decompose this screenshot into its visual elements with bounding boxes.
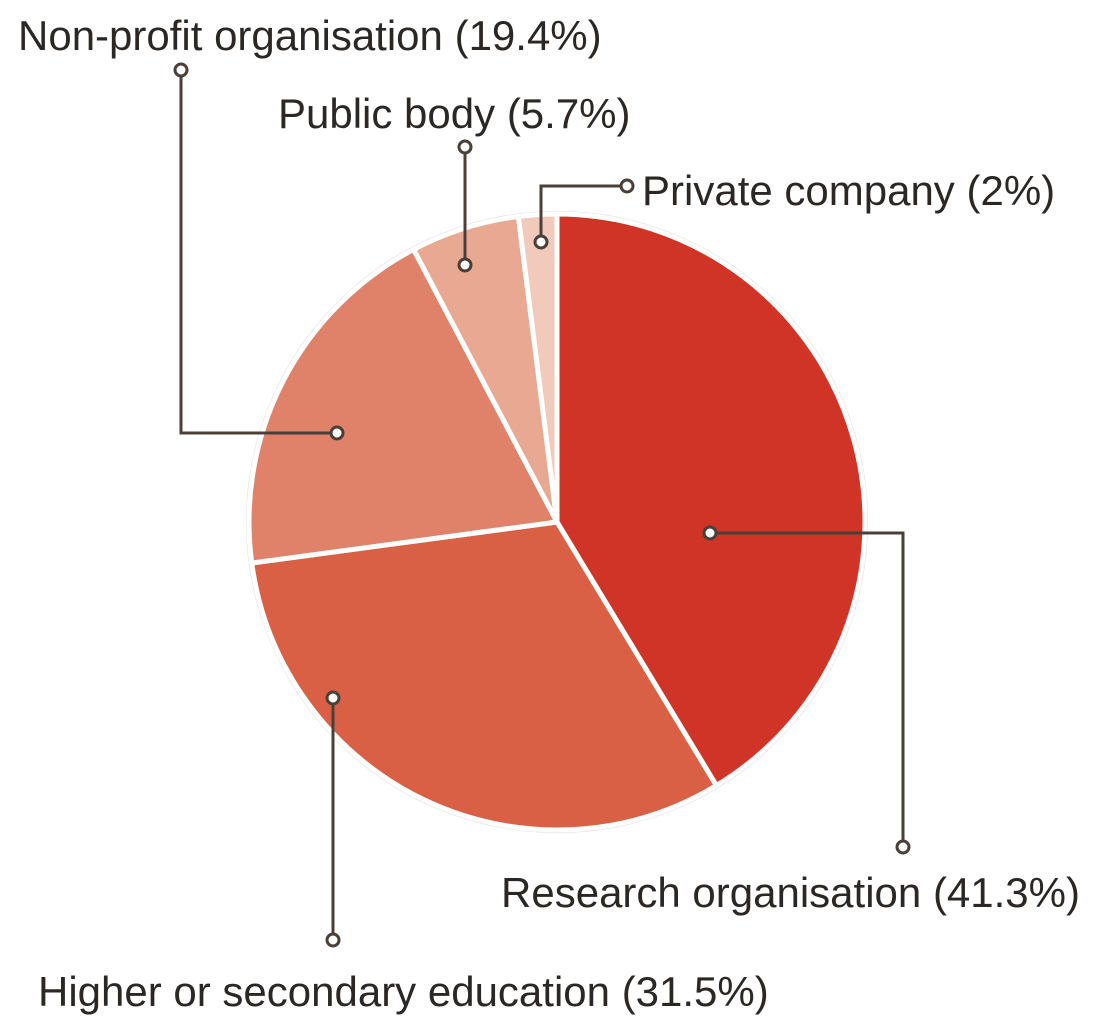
- leader-dot: [459, 259, 471, 271]
- value-label: (5.7%): [507, 90, 631, 137]
- value-label: (41.3%): [933, 869, 1080, 916]
- value-label: (2%): [966, 167, 1055, 214]
- slice-label: Research organisation (41.3%): [501, 869, 1080, 916]
- leader-dot: [327, 934, 339, 946]
- category-label: Private company: [642, 167, 955, 214]
- slice-label: Higher or secondary education (31.5%): [38, 968, 769, 1015]
- leader-dot: [621, 180, 633, 192]
- category-label: Non-profit organisation: [18, 12, 443, 59]
- category-label: Research organisation: [501, 869, 921, 916]
- slice-label: Non-profit organisation (19.4%): [18, 12, 602, 59]
- leader-dot: [175, 64, 187, 76]
- leader-dot: [331, 427, 343, 439]
- category-label: Public body: [278, 90, 495, 137]
- leader-dot: [897, 841, 909, 853]
- leader-dot: [327, 692, 339, 704]
- slice-label: Public body (5.7%): [278, 90, 631, 137]
- slice-label: Private company (2%): [642, 167, 1055, 214]
- category-label: Higher or secondary education: [38, 968, 610, 1015]
- value-label: (31.5%): [622, 968, 769, 1015]
- leader-dot: [459, 141, 471, 153]
- value-label: (19.4%): [455, 12, 602, 59]
- chart: Research organisation (41.3%) Higher or s…: [0, 0, 1095, 1017]
- leader-dot: [704, 527, 716, 539]
- leader-dot: [535, 236, 547, 248]
